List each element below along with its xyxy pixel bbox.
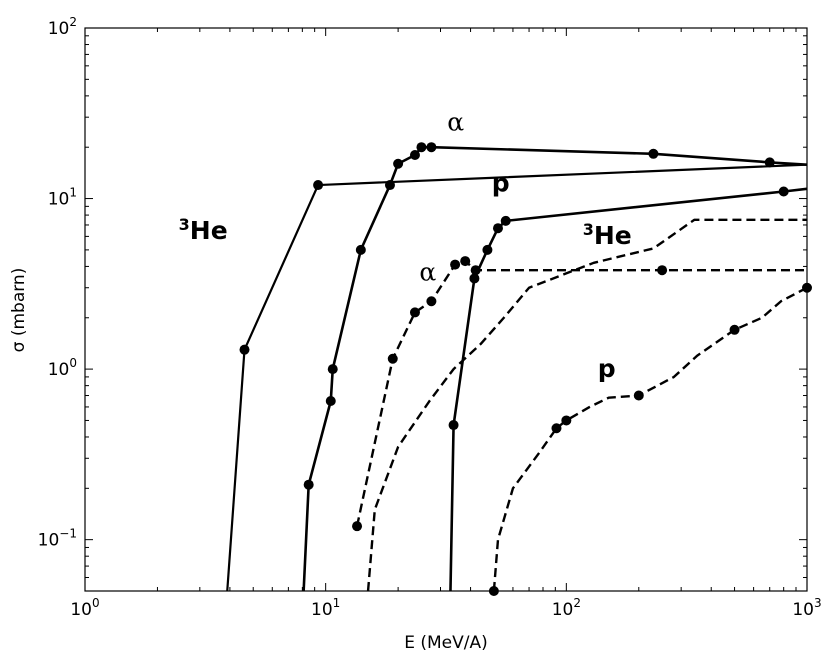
series-line-5 xyxy=(366,218,807,591)
annotation-layer: α 3He p 3He α p xyxy=(179,108,632,383)
data-point-marker xyxy=(778,186,789,197)
series-label-alpha-mid: α xyxy=(419,258,436,287)
series-label-he3-right: 3He xyxy=(583,220,632,250)
data-point-marker xyxy=(492,223,503,234)
y-axis-label: σ (mbarn) xyxy=(9,268,29,353)
data-point-marker xyxy=(470,265,481,276)
x-tick-label: 101 xyxy=(311,596,340,620)
data-point-marker xyxy=(460,256,471,267)
data-point-marker xyxy=(409,307,420,318)
data-point-marker xyxy=(469,273,480,284)
y-tick-label: 100 xyxy=(48,356,77,380)
data-point-marker xyxy=(384,180,395,191)
data-point-marker xyxy=(239,344,250,355)
x-axis-label: E (MeV/A) xyxy=(404,633,488,653)
data-point-marker xyxy=(551,423,562,434)
data-point-marker xyxy=(325,396,336,407)
data-point-marker xyxy=(409,150,420,161)
series-label-alpha-top: α xyxy=(447,108,464,137)
y-tick-label: 101 xyxy=(48,186,77,210)
x-tick-label: 102 xyxy=(552,596,581,620)
plot-frame xyxy=(84,27,808,592)
tick-layer: 100 101 102 103 10−1 100 101 102 xyxy=(38,15,822,620)
series-layer xyxy=(226,145,807,591)
data-point-marker xyxy=(482,244,493,255)
series-label-p-bottom: p xyxy=(598,354,616,383)
data-point-marker xyxy=(355,244,366,255)
series-label-he3-left: 3He xyxy=(179,215,228,245)
series-line-4 xyxy=(355,259,807,527)
data-point-marker xyxy=(648,148,659,159)
data-point-marker xyxy=(657,265,668,276)
series-line-6 xyxy=(492,286,807,591)
data-point-marker xyxy=(426,142,437,153)
data-point-marker xyxy=(729,324,740,335)
series-line-2 xyxy=(302,145,807,591)
data-point-marker xyxy=(561,415,572,426)
y-tick-label: 10−1 xyxy=(38,527,77,551)
y-tick-label: 102 xyxy=(48,15,77,39)
data-point-marker xyxy=(450,259,461,270)
x-tick-label: 100 xyxy=(70,596,99,620)
series-label-p-top: p xyxy=(492,168,510,197)
data-point-marker xyxy=(448,420,459,431)
data-point-marker xyxy=(352,521,363,532)
data-point-marker xyxy=(303,479,314,490)
data-point-marker xyxy=(426,296,437,307)
data-point-marker xyxy=(500,215,511,226)
data-point-marker xyxy=(416,142,427,153)
x-tick-label: 103 xyxy=(792,596,821,620)
data-point-marker xyxy=(387,353,398,364)
data-point-marker xyxy=(764,157,775,168)
series-line-3 xyxy=(449,187,807,591)
data-point-marker xyxy=(327,364,338,375)
marker-layer xyxy=(239,142,812,596)
data-point-marker xyxy=(393,158,404,169)
series-line-1 xyxy=(226,163,807,591)
data-point-marker xyxy=(633,390,644,401)
data-point-marker xyxy=(313,180,324,191)
